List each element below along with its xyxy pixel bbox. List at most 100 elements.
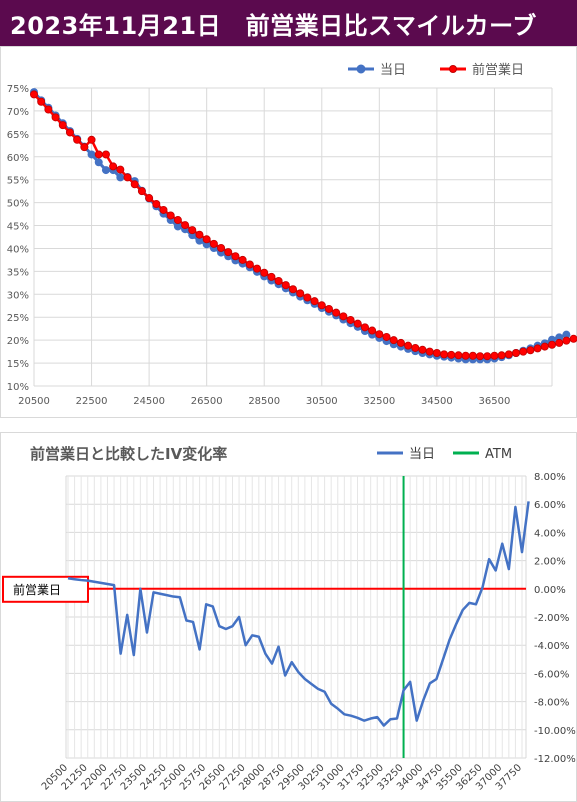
x-tick-label: 30500 (306, 396, 338, 407)
data-point (173, 222, 182, 231)
data-point (569, 334, 577, 343)
data-point (288, 285, 297, 294)
data-point (188, 226, 197, 235)
y-tick-label: 8.00% (534, 472, 566, 483)
legend-marker (356, 64, 366, 74)
page-title: 2023年11月21日 前営業日比スマイルカーブ (10, 11, 537, 40)
header-bar: 2023年11月21日 前営業日比スマイルカーブ (0, 0, 577, 46)
data-point (548, 340, 557, 349)
data-point (80, 143, 89, 152)
data-point (447, 350, 456, 359)
data-point (389, 336, 398, 345)
data-point (101, 166, 110, 175)
data-point (562, 336, 571, 345)
data-point (44, 105, 53, 114)
y-tick-label: 20% (7, 336, 29, 347)
smile-curve-chart: 10% 15% 20% 25% 30% 35% 40% 45% 50% 55% 60% 65% 70% 7… (0, 46, 577, 418)
y-tick-label: -12.00% (534, 754, 576, 765)
data-point (346, 315, 355, 324)
y-tick-label: 15% (7, 359, 29, 370)
data-point (253, 264, 262, 273)
data-point (476, 352, 485, 361)
data-point (540, 342, 549, 351)
y-tick-label: 25% (7, 313, 29, 324)
baseline-label: 前営業日 (13, 582, 61, 597)
x-tick-label: 22500 (76, 396, 108, 407)
data-point (224, 248, 233, 257)
y-tick-label: 6.00% (534, 500, 566, 511)
data-point (310, 297, 319, 306)
data-point (137, 187, 146, 196)
data-point (94, 150, 103, 159)
x-tick-label: 32500 (363, 396, 395, 407)
data-point (555, 338, 564, 347)
legend-label: 前営業日 (472, 62, 524, 78)
data-point (440, 350, 449, 359)
data-point (94, 158, 103, 167)
data-point (267, 272, 276, 281)
data-point (396, 338, 405, 347)
data-point (152, 199, 161, 208)
y-tick-label: 60% (7, 153, 29, 164)
data-point (483, 352, 492, 361)
iv-change-chart: 前営業日と比較したIV変化率 当日 ATM 8.00% 6.00% 4.00% 2.00% 0… (0, 432, 577, 802)
x-tick-label: 28500 (248, 396, 280, 407)
y-tick-label: 2.00% (534, 557, 566, 568)
data-point (260, 268, 269, 277)
x-tick-label: 34500 (421, 396, 453, 407)
y-tick-label: -10.00% (534, 726, 576, 737)
y-tick-label: 55% (7, 176, 29, 187)
y-tick-label: 30% (7, 290, 29, 301)
data-point (65, 128, 74, 137)
data-point (324, 304, 333, 313)
data-point (411, 343, 420, 352)
x-tick-label: 26500 (191, 396, 223, 407)
data-point (339, 312, 348, 321)
data-point (202, 235, 211, 244)
data-point (303, 293, 312, 302)
data-point (181, 221, 190, 230)
data-point (195, 236, 204, 245)
data-point (238, 255, 247, 264)
y-tick-label: 40% (7, 244, 29, 255)
data-point (382, 332, 391, 341)
data-point (51, 113, 60, 122)
data-point (368, 326, 377, 335)
data-point (317, 301, 326, 310)
y-tick-label: 50% (7, 199, 29, 210)
y-tick-label: -6.00% (534, 669, 569, 680)
data-point (101, 150, 110, 159)
data-point (296, 289, 305, 298)
data-point (217, 244, 226, 253)
y-tick-label: -8.00% (534, 698, 569, 709)
data-point (116, 173, 125, 182)
y-tick-label: 75% (7, 84, 29, 95)
legend-marker (449, 65, 457, 73)
y-tick-label: 10% (7, 382, 29, 393)
data-point (425, 347, 434, 356)
data-point (281, 281, 290, 290)
data-point (555, 333, 564, 342)
x-tick-label: 36500 (479, 396, 511, 407)
baseline-label-box (2, 575, 89, 603)
y-tick-label: -4.00% (534, 641, 569, 652)
series-line (67, 501, 530, 727)
data-point (512, 348, 521, 357)
data-point (353, 319, 362, 328)
legend-label: 当日 (409, 447, 435, 462)
y-tick-label: 65% (7, 130, 29, 141)
x-tick-label: 24500 (133, 396, 165, 407)
data-point (87, 135, 96, 144)
x-tick-label: 20500 (18, 396, 50, 407)
data-point (332, 308, 341, 317)
data-point (173, 216, 182, 225)
legend-label: ATM (485, 447, 512, 462)
data-point (274, 277, 283, 286)
data-point (231, 252, 240, 261)
data-point (145, 194, 154, 203)
data-point (87, 150, 96, 159)
data-point (504, 350, 513, 359)
data-point (123, 173, 132, 182)
y-tick-label: 45% (7, 222, 29, 233)
chart-title: 前営業日と比較したIV変化率 (30, 445, 227, 463)
